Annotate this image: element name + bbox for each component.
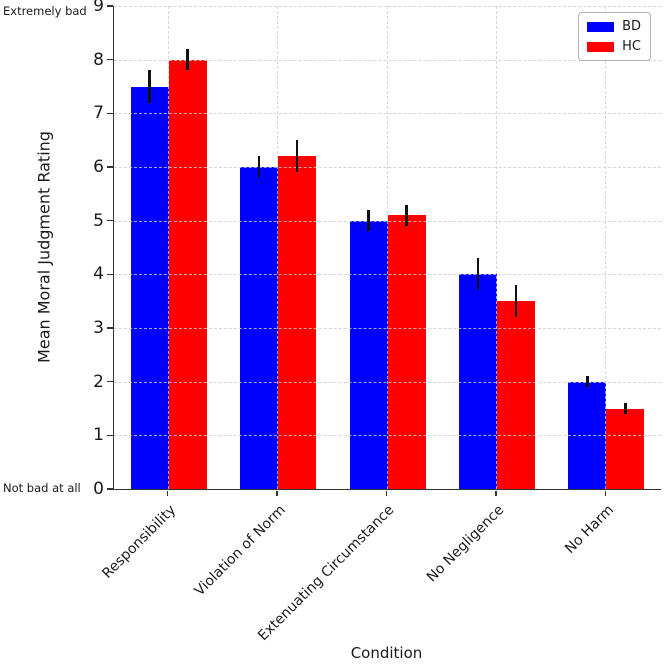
h-gridline-7 xyxy=(114,113,661,115)
legend: BD HC xyxy=(578,12,651,61)
error-bar-bd-2 xyxy=(367,209,370,232)
v-gridline-0 xyxy=(167,6,169,489)
v-gridline-1 xyxy=(277,6,279,489)
ytick-mark-4 xyxy=(107,273,113,276)
ytick-label-2: 2 xyxy=(93,371,104,392)
ytick-label-3: 3 xyxy=(93,318,104,338)
plot-area: BD HC xyxy=(113,6,661,490)
ytick-label-8: 8 xyxy=(93,49,104,70)
v-gridline-4 xyxy=(605,6,607,489)
bar-hc-0 xyxy=(168,59,207,489)
bar-hc-4 xyxy=(606,408,645,489)
ytick-label-6: 6 xyxy=(93,157,104,177)
error-bar-bd-0 xyxy=(148,70,151,103)
h-gridline-6 xyxy=(114,167,661,168)
error-bar-bd-3 xyxy=(476,258,480,291)
x-axis-title: Condition xyxy=(350,644,423,662)
error-bar-bd-4 xyxy=(586,376,589,388)
y-extreme-label-top: Extremely bad xyxy=(3,4,87,18)
error-bar-hc-2 xyxy=(405,204,408,227)
bar-bd-0 xyxy=(130,86,169,489)
h-gridline-3 xyxy=(114,328,661,329)
ytick-mark-9 xyxy=(107,5,113,7)
ytick-mark-0 xyxy=(107,488,113,490)
ytick-label-9: 9 xyxy=(93,0,104,16)
error-bar-hc-3 xyxy=(514,285,518,318)
ytick-label-1: 1 xyxy=(93,425,104,446)
error-bar-bd-1 xyxy=(257,156,261,178)
error-bar-hc-4 xyxy=(624,403,627,414)
bar-bd-4 xyxy=(568,381,607,489)
legend-swatch-hc xyxy=(587,41,615,52)
h-gridline-4 xyxy=(114,274,661,276)
bar-hc-2 xyxy=(387,215,426,489)
h-gridline-5 xyxy=(114,220,661,222)
bar-hc-1 xyxy=(278,156,317,489)
h-gridline-8 xyxy=(114,59,661,61)
xtick-mark-4 xyxy=(604,491,607,496)
legend-item-bd: BD xyxy=(587,19,641,34)
bar-hc-3 xyxy=(496,301,535,489)
legend-item-hc: HC xyxy=(587,39,641,54)
legend-label-bd: BD xyxy=(622,19,641,34)
ytick-mark-7 xyxy=(107,112,113,115)
xtick-label-3: No Negligence xyxy=(423,502,508,586)
ytick-label-0: 0 xyxy=(93,479,104,499)
ytick-mark-3 xyxy=(107,327,113,329)
y-axis-title: Mean Moral Judgment Rating xyxy=(34,131,54,363)
ytick-mark-5 xyxy=(107,219,113,222)
h-gridline-2 xyxy=(114,381,661,383)
h-gridline-9 xyxy=(114,6,661,7)
h-gridline-1 xyxy=(114,435,661,437)
v-gridline-3 xyxy=(495,6,497,489)
ytick-label-7: 7 xyxy=(93,103,104,124)
xtick-mark-0 xyxy=(166,491,169,496)
xtick-label-0: Responsibility xyxy=(99,502,180,582)
legend-label-hc: HC xyxy=(622,39,641,54)
v-gridline-2 xyxy=(386,6,388,489)
ytick-label-5: 5 xyxy=(93,210,104,231)
error-bar-hc-1 xyxy=(295,140,299,173)
ytick-mark-8 xyxy=(107,58,113,61)
ytick-label-4: 4 xyxy=(93,264,104,285)
legend-swatch-bd xyxy=(587,21,615,32)
xtick-mark-1 xyxy=(276,491,278,496)
bar-bd-2 xyxy=(349,220,388,489)
xtick-mark-2 xyxy=(385,491,388,496)
ytick-mark-2 xyxy=(107,380,113,383)
xtick-label-4: No Harm xyxy=(561,502,617,557)
ytick-mark-6 xyxy=(107,166,113,168)
ytick-mark-1 xyxy=(107,434,113,437)
y-extreme-label-bottom: Not bad at all xyxy=(3,481,81,495)
xtick-mark-3 xyxy=(495,491,497,496)
xtick-label-1: Violation of Norm xyxy=(191,502,289,600)
error-bar-hc-0 xyxy=(186,48,189,71)
